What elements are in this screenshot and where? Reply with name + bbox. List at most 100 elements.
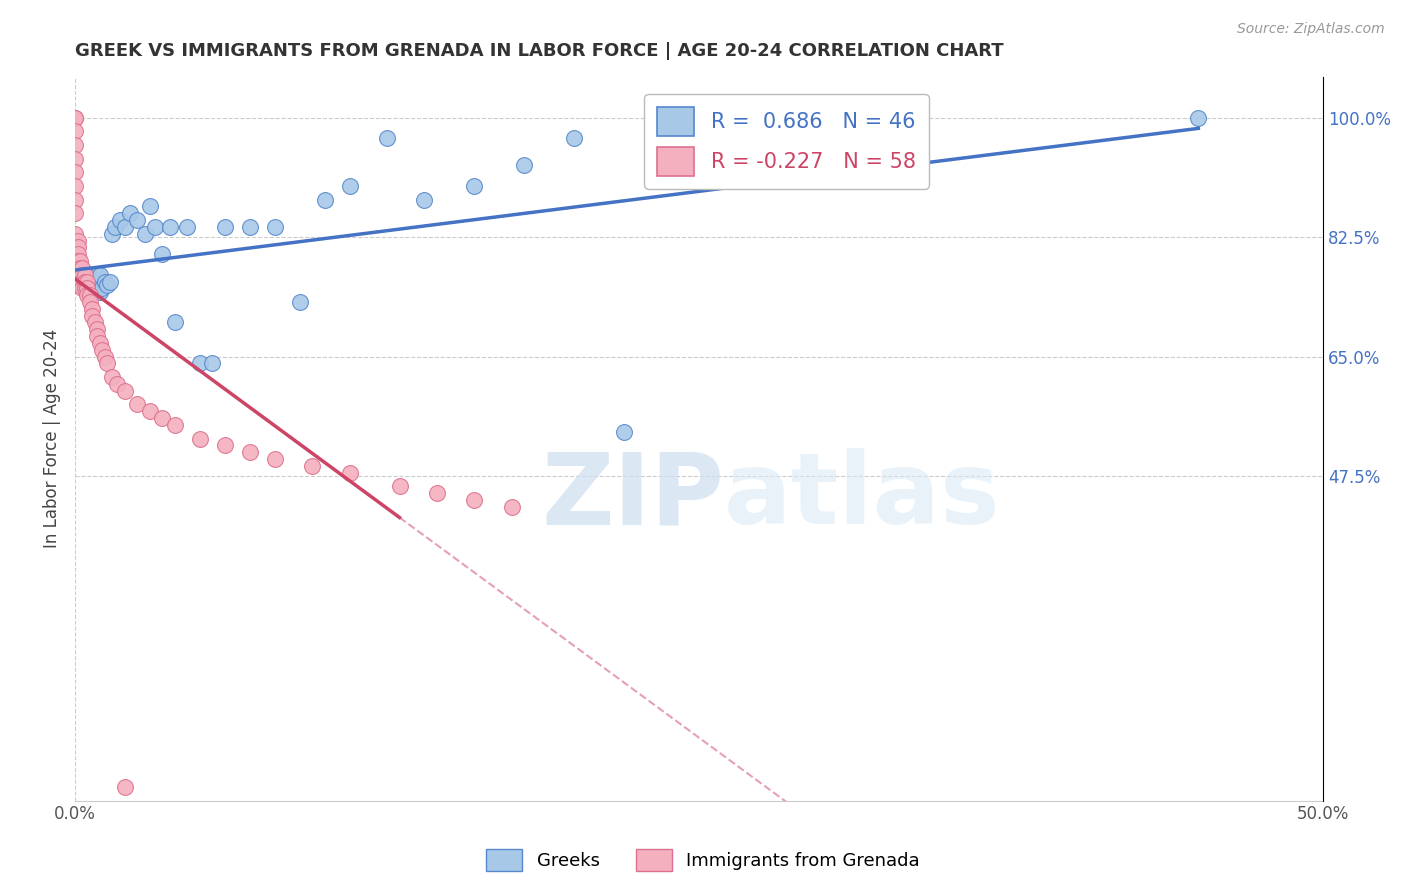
Point [72, 277, 94, 292]
Point [214, 438, 236, 452]
Point [96, 277, 118, 292]
Point [82, 301, 104, 316]
Point [239, 445, 262, 459]
Point [101, 227, 124, 241]
Point [79, 288, 101, 302]
Point [73, 275, 96, 289]
Point [463, 178, 485, 193]
Point [91, 281, 114, 295]
Point [76, 285, 98, 299]
Point [63, 137, 86, 152]
Point [63, 206, 86, 220]
Point [86, 268, 108, 282]
Point [73, 268, 96, 282]
Point [76, 268, 98, 282]
Point [69, 254, 91, 268]
Point [263, 219, 285, 234]
Point [159, 219, 181, 234]
Point [114, 780, 136, 794]
Point [63, 152, 86, 166]
Point [66, 234, 89, 248]
Point [66, 260, 89, 275]
Point [84, 275, 107, 289]
Point [375, 131, 398, 145]
Point [104, 219, 127, 234]
Point [72, 260, 94, 275]
Point [339, 178, 361, 193]
Point [201, 356, 224, 370]
Point [69, 268, 91, 282]
Point [188, 356, 211, 370]
Point [288, 295, 311, 310]
Point [84, 316, 107, 330]
Text: GREEK VS IMMIGRANTS FROM GRENADA IN LABOR FORCE | AGE 20-24 CORRELATION CHART: GREEK VS IMMIGRANTS FROM GRENADA IN LABO… [75, 42, 1004, 60]
Point [72, 268, 94, 282]
Text: ZIP: ZIP [541, 448, 724, 545]
Point [139, 199, 162, 213]
Point [94, 350, 117, 364]
Point [73, 281, 96, 295]
Text: atlas: atlas [724, 448, 1001, 545]
Point [96, 356, 118, 370]
Point [89, 336, 111, 351]
Point [76, 275, 98, 289]
Point [63, 124, 86, 138]
Point [66, 268, 89, 282]
Point [63, 111, 86, 125]
Point [463, 493, 485, 508]
Point [388, 479, 411, 493]
Point [501, 500, 523, 514]
Point [76, 288, 98, 302]
Point [72, 275, 94, 289]
Point [150, 411, 173, 425]
Point [66, 277, 89, 292]
Point [413, 193, 436, 207]
Point [339, 466, 361, 480]
Point [150, 247, 173, 261]
Point [66, 240, 89, 254]
Point [89, 285, 111, 299]
Point [79, 271, 101, 285]
Point [176, 219, 198, 234]
Legend: Greeks, Immigrants from Grenada: Greeks, Immigrants from Grenada [479, 842, 927, 879]
Point [73, 275, 96, 289]
Point [134, 227, 156, 241]
Point [101, 370, 124, 384]
Point [301, 458, 323, 473]
Point [91, 343, 114, 357]
Point [562, 131, 585, 145]
Point [98, 275, 121, 289]
Point [513, 158, 536, 172]
Point [239, 219, 262, 234]
Point [94, 275, 117, 289]
Point [139, 404, 162, 418]
Point [66, 247, 89, 261]
Point [426, 486, 449, 500]
Point [118, 206, 141, 220]
Point [63, 178, 86, 193]
Point [163, 316, 186, 330]
Point [108, 213, 131, 227]
Point [66, 254, 89, 268]
Point [143, 219, 166, 234]
Point [114, 384, 136, 398]
Point [72, 281, 94, 295]
Point [69, 275, 91, 289]
Point [89, 268, 111, 282]
Point [76, 281, 98, 295]
Point [63, 165, 86, 179]
Legend: R =  0.686   N = 46, R = -0.227   N = 58: R = 0.686 N = 46, R = -0.227 N = 58 [644, 95, 928, 188]
Point [63, 193, 86, 207]
Y-axis label: In Labor Force | Age 20-24: In Labor Force | Age 20-24 [44, 329, 60, 549]
Point [127, 213, 149, 227]
Point [86, 322, 108, 336]
Point [69, 260, 91, 275]
Point [114, 219, 136, 234]
Point [86, 281, 108, 295]
Point [263, 452, 285, 467]
Point [82, 285, 104, 299]
Point [63, 111, 86, 125]
Point [107, 376, 129, 391]
Point [79, 295, 101, 310]
Point [188, 432, 211, 446]
